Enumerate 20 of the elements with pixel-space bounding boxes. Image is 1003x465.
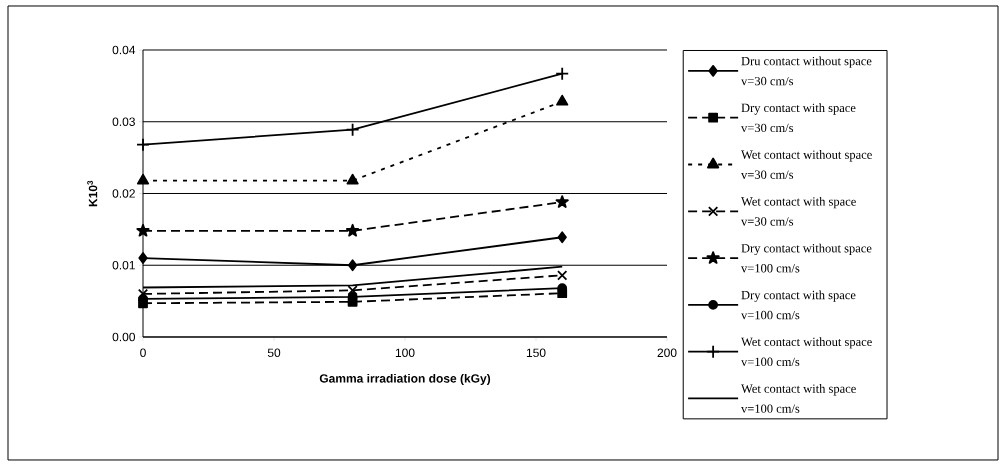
x-tick-label: 50 [267, 348, 281, 358]
x-tick-label: 100 [395, 348, 415, 358]
y-tick-label: 0.01 [112, 261, 135, 270]
legend-label: Dry contact with space v=30 cm/s [741, 103, 856, 133]
y-tick-label: 0.02 [112, 189, 135, 198]
y-tick-label: 0.03 [112, 117, 135, 126]
x-tick-label: 0 [140, 348, 146, 358]
legend-label: Wet contact without space v=30 cm/s [741, 150, 872, 179]
legend-label: Dry contact without space v=100 cm/s [741, 243, 872, 273]
legend-label: Wet contact with space v=100 cm/s [741, 384, 856, 413]
x-tick-label: 200 [657, 348, 677, 358]
legend-label: Dry contact with space v=100 cm/s [741, 290, 856, 320]
legend-label: Dru contact without space v=30 cm/s [741, 56, 872, 86]
legend-label: Wet contact without space v=100 cm/s [741, 337, 872, 367]
y-axis-title: K10$^{3}$ [87, 180, 98, 207]
y-tick-label: 0.00 [112, 332, 136, 342]
y-tick-label: 0.04 [112, 45, 136, 55]
x-tick-label: 150 [526, 348, 546, 358]
legend-label: Wet contact with space v=30 cm/s [741, 196, 856, 226]
x-axis-title: Gamma irradiation dose (kGy) [319, 373, 491, 386]
